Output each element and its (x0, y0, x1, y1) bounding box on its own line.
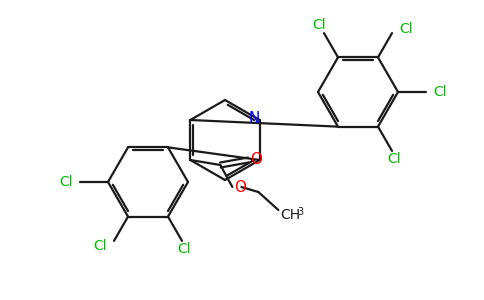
Text: 3: 3 (297, 207, 303, 217)
Text: Cl: Cl (399, 22, 413, 36)
Text: Cl: Cl (93, 239, 107, 253)
Text: Cl: Cl (177, 242, 191, 256)
Text: Cl: Cl (312, 18, 326, 32)
Text: Cl: Cl (433, 85, 447, 99)
Text: N: N (249, 112, 260, 127)
Text: Cl: Cl (387, 152, 401, 166)
Text: Cl: Cl (59, 175, 73, 189)
Text: O: O (250, 152, 262, 167)
Text: O: O (234, 179, 246, 194)
Text: CH: CH (280, 208, 301, 222)
